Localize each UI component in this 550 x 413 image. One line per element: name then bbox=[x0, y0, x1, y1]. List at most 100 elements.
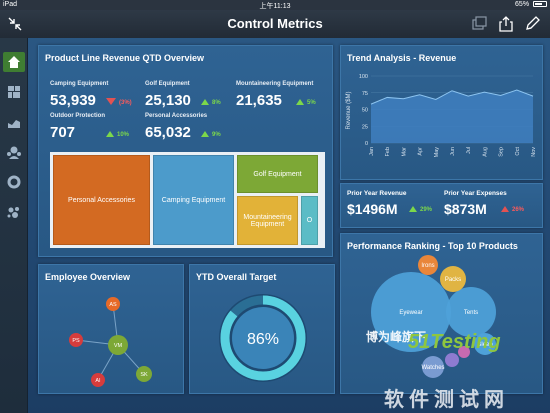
kpi-label-personal: Personal Accessories bbox=[145, 113, 208, 119]
x-tick-label: Feb bbox=[385, 147, 391, 156]
ranking-panel-title: Performance Ranking - Top 10 Products bbox=[347, 241, 518, 251]
prior-revenue-value: $1496M bbox=[347, 201, 398, 217]
watermark-line-2: 51Testing bbox=[408, 331, 501, 353]
bubble-watches[interactable]: Watches bbox=[421, 356, 445, 378]
kpi-label-outdoor: Outdoor Protection bbox=[50, 113, 105, 119]
svg-text:Watches: Watches bbox=[421, 365, 444, 371]
watermark-line-1: 博为峰旗下 bbox=[366, 330, 427, 344]
kpi-value-mountaineering: 21,635 bbox=[236, 92, 282, 109]
ytd-target-panel: YTD Overall Target 86% bbox=[189, 264, 335, 394]
treemap-tile-outdoor[interactable]: O bbox=[301, 196, 318, 245]
x-tick-label: Sep bbox=[499, 147, 505, 157]
bubble-purple[interactable] bbox=[445, 353, 459, 367]
kpi-delta-outdoor: 10% bbox=[106, 131, 129, 138]
employee-node-sk[interactable]: SK bbox=[136, 366, 152, 382]
sidebar bbox=[0, 38, 28, 413]
treemap-tile-golf-equipment[interactable]: Golf Equipment bbox=[237, 155, 318, 193]
svg-text:Eyewear: Eyewear bbox=[399, 310, 422, 316]
x-tick-label: Aug bbox=[482, 147, 488, 157]
watermark-line-3: 软件测试网 bbox=[384, 389, 509, 411]
x-tick-label: Nov bbox=[531, 147, 537, 157]
up-arrow-icon bbox=[296, 99, 304, 105]
bubble-eyewear[interactable]: Eyewear bbox=[371, 272, 451, 352]
revenue-area-series[interactable] bbox=[371, 90, 533, 143]
y-tick-label: 50 bbox=[362, 108, 368, 114]
revenue-trend-chart: Revenue ($M) 0 25 50 75 100 Jan Feb Mar Apr May Ju… bbox=[346, 74, 537, 158]
share-icon[interactable] bbox=[497, 15, 515, 33]
svg-text:SK: SK bbox=[140, 372, 148, 378]
revenue-overview-panel: Product Line Revenue QTD Overview Campin… bbox=[38, 45, 333, 257]
sidebar-item-target[interactable] bbox=[3, 172, 25, 192]
svg-text:AI: AI bbox=[95, 378, 101, 384]
prior-revenue-delta: 29% bbox=[409, 206, 432, 213]
battery-status: 65% bbox=[515, 1, 547, 8]
kpi-delta-mountaineering: 5% bbox=[296, 99, 316, 106]
down-arrow-icon bbox=[106, 98, 116, 105]
y-tick-label: 0 bbox=[365, 141, 368, 147]
prior-expenses-delta: 26% bbox=[501, 206, 524, 213]
kpi-value-golf: 25,130 bbox=[145, 92, 191, 109]
scatter-icon bbox=[7, 207, 19, 218]
prior-year-panel: Prior Year Revenue $1496M 29% Prior Year… bbox=[340, 183, 543, 228]
up-arrow-icon bbox=[201, 99, 209, 105]
windows-icon[interactable] bbox=[470, 15, 488, 33]
y-axis-label: Revenue ($M) bbox=[346, 91, 352, 129]
treemap-tile-camping-equipment[interactable]: Camping Equipment bbox=[153, 155, 234, 245]
kpi-label-mountaineering: Mountaineering Equipment bbox=[236, 81, 314, 87]
trend-analysis-panel: Trend Analysis - Revenue Revenue ($M) 0 2… bbox=[340, 45, 543, 180]
trend-panel-title: Trend Analysis - Revenue bbox=[347, 53, 457, 63]
svg-text:Sleep: Sleep bbox=[477, 342, 493, 348]
bubble-sleep[interactable]: Sleep bbox=[474, 333, 496, 355]
kpi-value-personal: 65,032 bbox=[145, 124, 191, 141]
svg-text:PS: PS bbox=[72, 338, 80, 344]
bubble-packs[interactable]: Packs bbox=[440, 266, 466, 292]
battery-percent: 65% bbox=[515, 1, 530, 8]
battery-icon bbox=[533, 1, 547, 8]
kpi-delta-golf: 8% bbox=[201, 99, 221, 106]
home-icon bbox=[8, 56, 20, 68]
employee-network-graph: AS PS VM AI SK bbox=[69, 297, 152, 387]
y-tick-label: 25 bbox=[362, 124, 368, 130]
x-tick-label: Jun bbox=[450, 147, 456, 156]
prior-revenue-label: Prior Year Revenue bbox=[347, 190, 407, 197]
collapse-arrows-icon[interactable] bbox=[6, 15, 24, 33]
bubble-magenta[interactable] bbox=[458, 346, 470, 358]
svg-text:Packs: Packs bbox=[445, 277, 461, 283]
x-tick-label: Jul bbox=[466, 147, 472, 154]
up-arrow-icon bbox=[106, 131, 114, 137]
svg-text:Tents: Tents bbox=[464, 310, 478, 316]
people-icon bbox=[7, 146, 21, 159]
prior-expenses-label: Prior Year Expenses bbox=[444, 190, 507, 197]
x-tick-label: Jan bbox=[369, 147, 375, 156]
x-tick-label: Apr bbox=[418, 147, 424, 156]
employee-node-as[interactable]: AS bbox=[106, 297, 120, 311]
ytd-panel-title: YTD Overall Target bbox=[196, 272, 277, 282]
kpi-value-outdoor: 707 bbox=[50, 124, 76, 141]
employee-node-vm[interactable]: VM bbox=[108, 335, 128, 355]
page-title: Control Metrics bbox=[227, 16, 323, 31]
edit-pencil-icon[interactable] bbox=[523, 15, 541, 33]
prior-expenses-value: $873M bbox=[444, 201, 487, 217]
employee-node-ps[interactable]: PS bbox=[69, 333, 83, 347]
sidebar-item-people[interactable] bbox=[3, 142, 25, 162]
sidebar-item-trends[interactable] bbox=[3, 112, 25, 132]
sidebar-item-dashboard[interactable] bbox=[3, 82, 25, 102]
carrier-label: iPad bbox=[3, 1, 18, 8]
treemap-tile-personal-accessories[interactable]: Personal Accessories bbox=[53, 155, 150, 245]
x-tick-label: Mar bbox=[401, 147, 407, 157]
title-bar: Control Metrics bbox=[0, 10, 550, 38]
bubble-irons[interactable]: Irons bbox=[418, 255, 438, 275]
employee-overview-panel: Employee Overview AS PS VM AI SK bbox=[38, 264, 184, 394]
kpi-label-golf: Golf Equipment bbox=[145, 81, 190, 87]
revenue-line-series bbox=[370, 89, 534, 105]
sidebar-item-ranking[interactable] bbox=[3, 202, 25, 222]
sidebar-item-home[interactable] bbox=[3, 52, 25, 72]
up-arrow-icon bbox=[201, 131, 209, 137]
bubble-tents[interactable]: Tents bbox=[446, 287, 496, 337]
svg-text:VM: VM bbox=[114, 343, 123, 349]
kpi-value-camping: 53,939 bbox=[50, 92, 96, 109]
employee-node-ai[interactable]: AI bbox=[91, 373, 105, 387]
x-tick-label: May bbox=[434, 147, 440, 158]
treemap-tile-mountaineering-equipment[interactable]: Mountaineering Equipment bbox=[237, 196, 298, 245]
y-tick-label: 100 bbox=[359, 74, 368, 80]
